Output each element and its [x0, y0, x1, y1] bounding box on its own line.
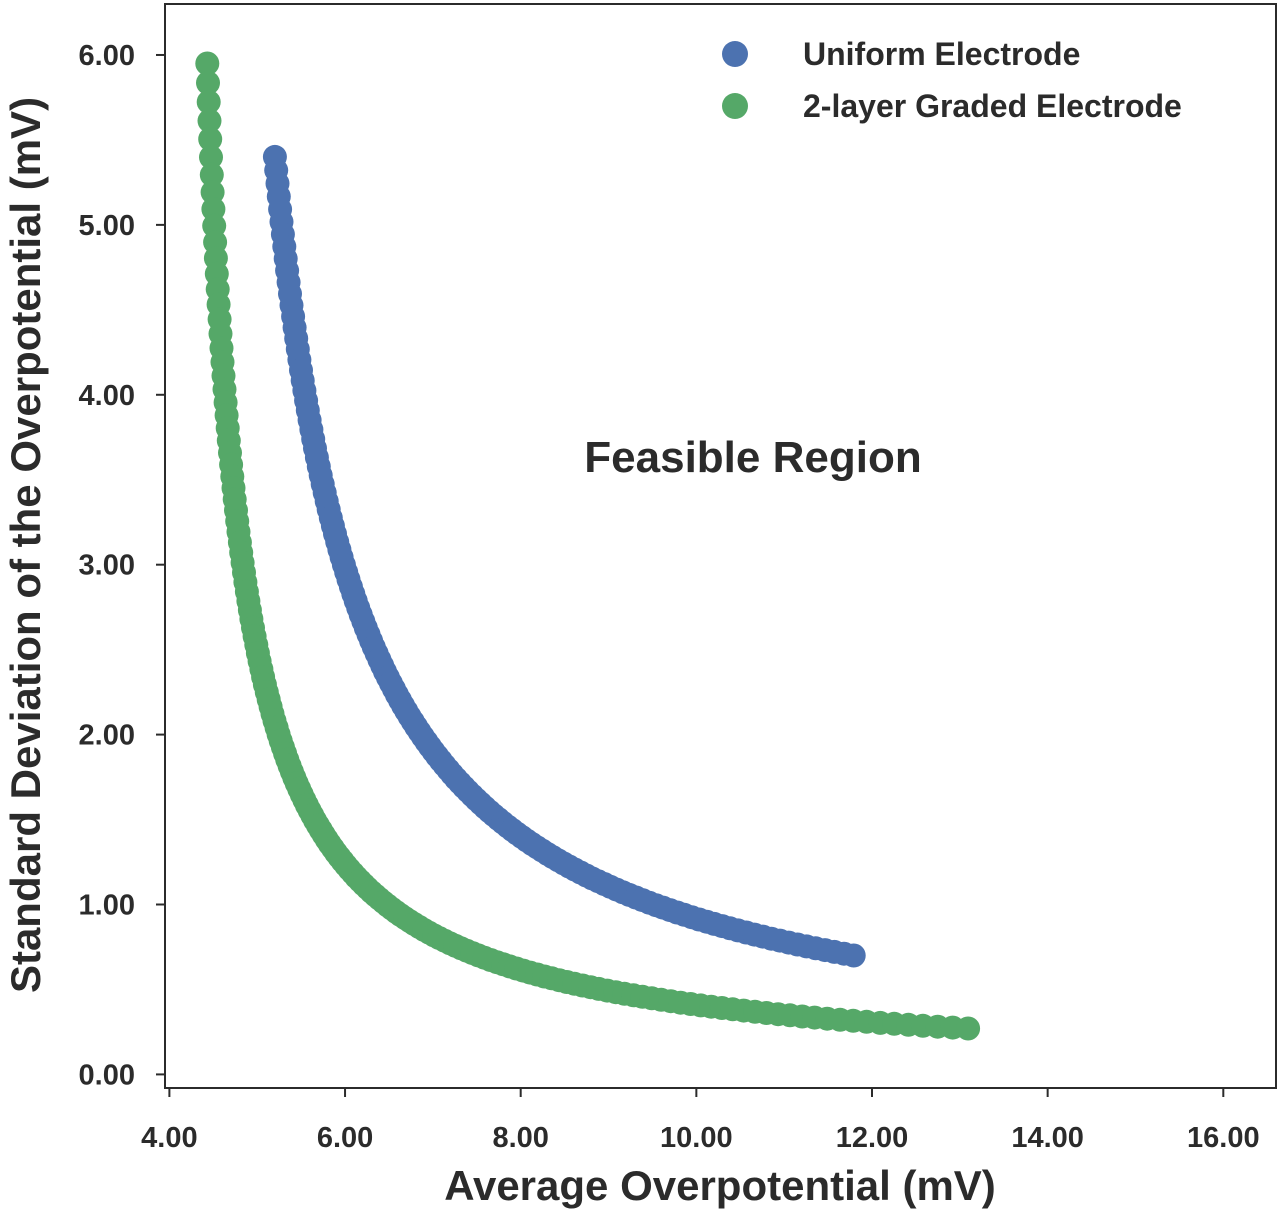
scatter-point	[197, 108, 222, 133]
scatter-point	[199, 162, 224, 187]
series-2	[195, 51, 981, 1041]
y-axis: 0.00 1.00 2.00 3.00 4.00 5.00 6.00	[79, 40, 165, 1091]
scatter-point	[200, 180, 225, 205]
y-tick-label: 0.00	[79, 1059, 135, 1091]
scatter-point	[956, 1016, 981, 1041]
feasible-region-annotation: Feasible Region	[584, 433, 921, 482]
plot-frame	[164, 3, 1277, 1089]
series-1	[262, 144, 866, 968]
y-tick-label: 4.00	[79, 380, 135, 412]
x-axis-title: Average Overpotential (mV)	[444, 1162, 996, 1209]
y-tick-label: 2.00	[79, 720, 135, 752]
x-tick-label: 16.00	[1187, 1122, 1260, 1154]
x-tick-label: 10.00	[660, 1122, 733, 1154]
y-tick-label: 5.00	[79, 210, 135, 242]
scatter-point	[841, 943, 866, 968]
scatter-point	[199, 145, 223, 170]
y-tick-label: 3.00	[79, 550, 135, 582]
legend-label: 2-layer Graded Electrode	[803, 88, 1182, 124]
scatter-point	[196, 90, 221, 114]
scatter-point	[195, 51, 220, 76]
scatter-point	[196, 70, 220, 95]
x-tick-label: 12.00	[836, 1122, 909, 1154]
x-tick-label: 8.00	[492, 1122, 548, 1154]
y-tick-label: 6.00	[79, 40, 135, 72]
legend-label: Uniform Electrode	[803, 36, 1080, 72]
legend: Uniform Electrode 2-layer Graded Electrod…	[722, 36, 1182, 124]
x-tick-label: 6.00	[317, 1122, 373, 1154]
legend-marker	[722, 41, 748, 67]
scatter-point	[198, 127, 223, 152]
x-axis: 4.00 6.00 8.00 10.00 12.00 14.00 16.00	[141, 1088, 1260, 1154]
x-tick-label: 4.00	[141, 1122, 197, 1154]
series-layer	[195, 51, 981, 1041]
x-tick-label: 14.00	[1011, 1122, 1084, 1154]
y-axis-title: Standard Deviation of the Overpotential …	[2, 97, 49, 993]
y-tick-label: 1.00	[79, 890, 135, 922]
legend-marker	[722, 93, 748, 119]
